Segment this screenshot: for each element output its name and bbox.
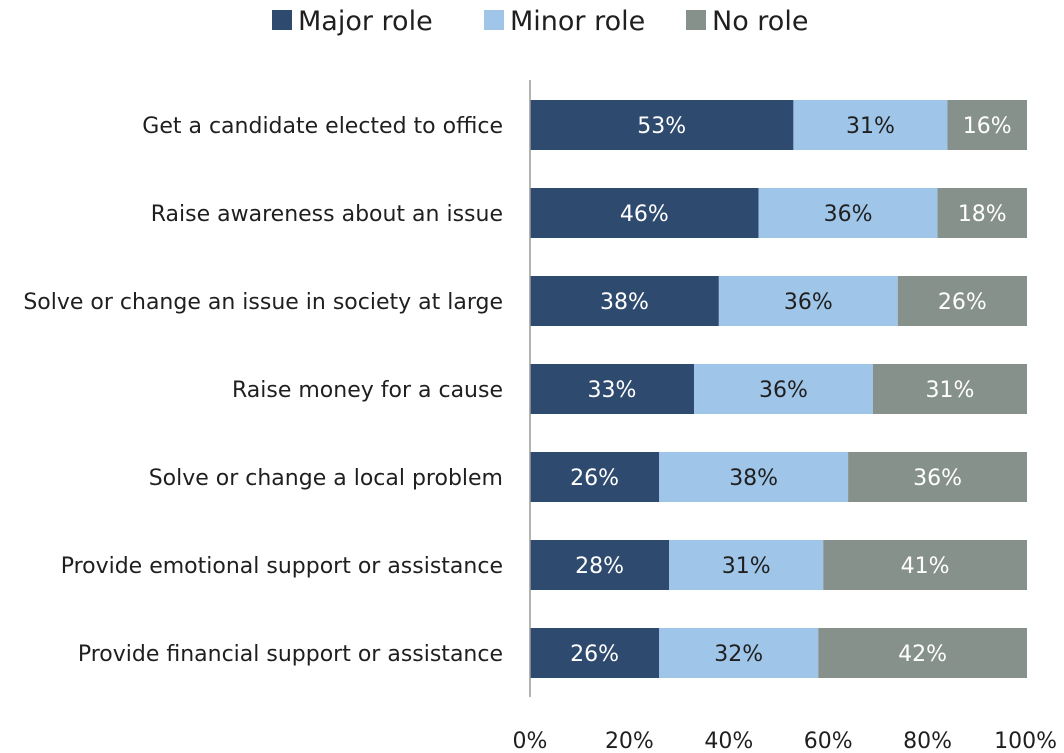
x-tick-label: 80% xyxy=(903,729,952,753)
bar-segment-series-2 xyxy=(659,628,819,678)
bar-segment-series-3 xyxy=(947,100,1027,150)
data-label: 26% xyxy=(570,642,619,667)
legend: Major role Minor role No role xyxy=(272,6,808,37)
bar-segment-series-1 xyxy=(530,276,719,326)
category-label: Get a candidate elected to office xyxy=(142,114,503,139)
bar-segment-series-3 xyxy=(897,276,1027,326)
category-label: Raise awareness about an issue xyxy=(151,202,503,227)
data-label: 42% xyxy=(898,642,947,667)
data-label: 36% xyxy=(913,466,962,491)
legend-swatch-1 xyxy=(272,10,292,30)
category-label: Solve or change a local problem xyxy=(149,466,503,491)
data-label: 26% xyxy=(570,466,619,491)
x-tick-label: 0% xyxy=(513,729,548,753)
bar-segment-series-1 xyxy=(530,364,695,414)
bar-segment-series-2 xyxy=(694,364,873,414)
bar-segment-series-2 xyxy=(669,540,824,590)
legend-label-3: No role xyxy=(712,6,808,37)
data-label: 33% xyxy=(588,378,637,403)
data-label: 18% xyxy=(958,202,1007,227)
category-label: Provide financial support or assistance xyxy=(78,642,503,667)
data-label: 53% xyxy=(637,114,686,139)
bar-segment-series-3 xyxy=(823,540,1027,590)
x-tick-label: 20% xyxy=(605,729,654,753)
bar-segment-series-2 xyxy=(659,452,849,502)
category-label: Raise money for a cause xyxy=(232,378,503,403)
legend-label-1: Major role xyxy=(298,6,433,37)
bar-segment-series-3 xyxy=(818,628,1027,678)
bar-segment-series-1 xyxy=(530,100,794,150)
data-label: 16% xyxy=(963,114,1012,139)
legend-swatch-2 xyxy=(484,10,504,30)
data-label: 36% xyxy=(784,290,833,315)
data-label: 31% xyxy=(722,554,771,579)
data-label: 38% xyxy=(600,290,649,315)
x-tick-label: 60% xyxy=(804,729,853,753)
bar-segment-series-2 xyxy=(758,188,938,238)
x-axis-tick-labels: 0% 20% 40% 60% 80% 100% xyxy=(513,729,1057,753)
data-label: 28% xyxy=(575,554,624,579)
bar-segment-series-1 xyxy=(530,628,660,678)
legend-swatch-3 xyxy=(686,10,706,30)
bar-segment-series-3 xyxy=(937,188,1027,238)
category-label: Provide emotional support or assistance xyxy=(61,554,503,579)
plot-area: Get a candidate elected to office 53% 31% 1… xyxy=(23,100,1027,678)
data-label: 41% xyxy=(901,554,950,579)
legend-label-2: Minor role xyxy=(510,6,645,37)
bar-segment-series-2 xyxy=(793,100,948,150)
data-label: 38% xyxy=(729,466,778,491)
bar-segment-series-1 xyxy=(530,452,660,502)
data-label: 26% xyxy=(938,290,987,315)
data-label: 32% xyxy=(714,642,763,667)
data-label: 36% xyxy=(759,378,808,403)
x-tick-label: 40% xyxy=(704,729,753,753)
data-label: 31% xyxy=(846,114,895,139)
bar-segment-series-1 xyxy=(530,540,670,590)
x-tick-label: 100% xyxy=(994,729,1057,753)
category-label: Solve or change an issue in society at l… xyxy=(23,290,503,315)
bar-segment-series-3 xyxy=(848,452,1027,502)
bar-segment-series-2 xyxy=(718,276,898,326)
data-label: 31% xyxy=(926,378,975,403)
bar-segment-series-3 xyxy=(872,364,1027,414)
bar-segment-series-1 xyxy=(530,188,759,238)
data-label: 36% xyxy=(824,202,873,227)
data-label: 46% xyxy=(620,202,669,227)
